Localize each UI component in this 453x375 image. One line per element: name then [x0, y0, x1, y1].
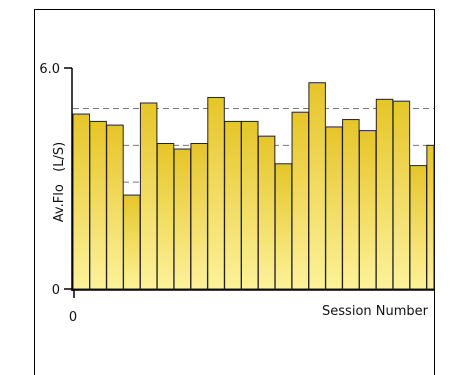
bar-4	[123, 194, 141, 290]
bar-13	[274, 163, 293, 290]
bar-6	[156, 143, 175, 290]
bar-19	[375, 98, 394, 290]
axes: 6.0 0 0 Session Number Av.Flo (L/S)	[39, 62, 434, 325]
bar-14	[291, 111, 310, 290]
y-tick-label-min: 0	[52, 283, 60, 298]
x-tick-label-origin: 0	[69, 310, 77, 325]
bar-5	[139, 102, 158, 290]
bar-18	[358, 130, 377, 290]
bar-1	[72, 113, 90, 290]
bar-3	[106, 124, 124, 290]
bar-9	[207, 96, 225, 290]
bar-2	[89, 120, 107, 290]
bars	[72, 82, 435, 290]
y-tick-label-max: 6.0	[39, 62, 60, 77]
x-axis-title: Session Number	[322, 304, 429, 319]
bar-7	[173, 148, 192, 290]
bar-17	[342, 119, 360, 290]
bar-10	[224, 120, 242, 290]
y-axis-title: Av.Flo (L/S)	[52, 142, 67, 222]
bar-16	[325, 126, 343, 290]
bar-12	[257, 135, 276, 290]
bar-15	[308, 82, 326, 290]
bar-11	[241, 120, 259, 290]
bar-22	[426, 144, 435, 290]
bar-8	[190, 143, 208, 290]
bar-21	[409, 165, 427, 290]
bar-20	[392, 100, 411, 290]
